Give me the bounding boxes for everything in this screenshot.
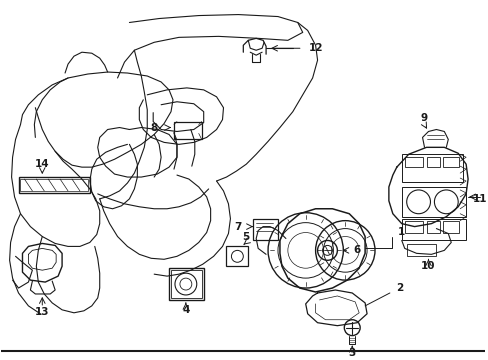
Bar (171, 270, 202, 298)
Bar (443, 157, 458, 167)
Bar (404, 221, 422, 233)
Text: 3: 3 (348, 348, 355, 359)
Text: 5: 5 (242, 231, 249, 242)
Bar (401, 219, 465, 240)
Bar (401, 154, 462, 182)
Text: 6: 6 (353, 246, 360, 255)
Bar (426, 221, 440, 233)
Bar (19, 177, 90, 193)
Text: 10: 10 (420, 261, 435, 271)
Text: 1: 1 (397, 226, 405, 237)
Text: 4: 4 (182, 305, 189, 315)
Bar (404, 157, 422, 167)
Text: 9: 9 (420, 113, 427, 123)
Text: 11: 11 (472, 194, 486, 204)
Text: 12: 12 (308, 43, 322, 53)
Bar (406, 244, 435, 256)
Bar (20, 179, 88, 191)
Bar (401, 187, 465, 217)
Bar (226, 246, 248, 266)
Text: 2: 2 (395, 283, 403, 293)
Bar (253, 219, 277, 240)
Text: 8: 8 (150, 122, 158, 132)
Bar (174, 122, 202, 139)
Bar (426, 157, 440, 167)
Text: 14: 14 (35, 159, 49, 169)
Text: 7: 7 (234, 222, 242, 231)
Bar (443, 221, 458, 233)
Text: 13: 13 (35, 307, 49, 317)
Bar (169, 268, 203, 300)
